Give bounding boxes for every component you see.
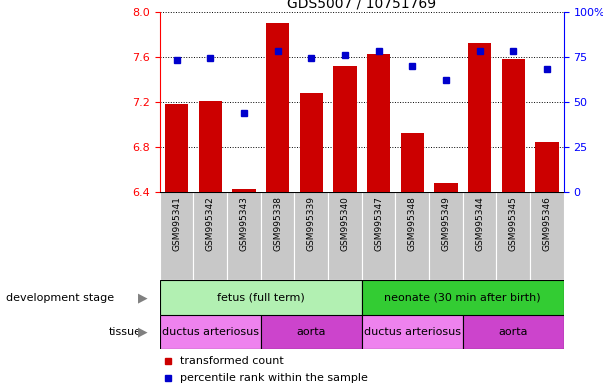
Text: transformed count: transformed count: [180, 356, 284, 366]
Text: GSM995338: GSM995338: [273, 197, 282, 252]
Bar: [463, 315, 564, 349]
Bar: [367, 55, 390, 192]
Text: ▶: ▶: [138, 326, 148, 339]
Text: development stage: development stage: [6, 293, 114, 303]
Bar: [160, 280, 362, 315]
Text: GSM995346: GSM995346: [543, 197, 552, 251]
Text: GSM995345: GSM995345: [509, 197, 518, 251]
Text: GSM995348: GSM995348: [408, 197, 417, 251]
Bar: [294, 192, 328, 280]
Bar: [535, 142, 559, 192]
Bar: [266, 23, 289, 192]
Text: aorta: aorta: [499, 327, 528, 337]
Text: ▶: ▶: [138, 291, 148, 304]
Bar: [261, 315, 362, 349]
Bar: [333, 66, 357, 192]
Text: GSM995341: GSM995341: [172, 197, 181, 251]
Bar: [165, 104, 188, 192]
Bar: [362, 280, 564, 315]
Bar: [362, 192, 396, 280]
Bar: [227, 192, 261, 280]
Bar: [502, 59, 525, 192]
Text: GSM995340: GSM995340: [341, 197, 350, 251]
Text: GSM995339: GSM995339: [307, 197, 316, 252]
Bar: [198, 101, 222, 192]
Bar: [261, 192, 294, 280]
Bar: [232, 189, 256, 192]
Text: GSM995344: GSM995344: [475, 197, 484, 251]
Bar: [400, 133, 424, 192]
Text: ductus arteriosus: ductus arteriosus: [162, 327, 259, 337]
Bar: [463, 192, 496, 280]
Bar: [468, 43, 491, 192]
Text: GSM995347: GSM995347: [374, 197, 383, 251]
Bar: [429, 192, 463, 280]
Bar: [194, 192, 227, 280]
Bar: [160, 192, 194, 280]
Text: neonate (30 min after birth): neonate (30 min after birth): [385, 293, 541, 303]
Text: GSM995342: GSM995342: [206, 197, 215, 251]
Bar: [434, 183, 458, 192]
Text: aorta: aorta: [297, 327, 326, 337]
Text: ductus arteriosus: ductus arteriosus: [364, 327, 461, 337]
Bar: [530, 192, 564, 280]
Text: percentile rank within the sample: percentile rank within the sample: [180, 373, 368, 383]
Text: GSM995349: GSM995349: [441, 197, 450, 251]
Text: fetus (full term): fetus (full term): [217, 293, 305, 303]
Bar: [300, 93, 323, 192]
Bar: [160, 315, 261, 349]
Bar: [396, 192, 429, 280]
Text: tissue: tissue: [109, 327, 142, 337]
Bar: [328, 192, 362, 280]
Title: GDS5007 / 10751769: GDS5007 / 10751769: [287, 0, 437, 10]
Bar: [362, 315, 463, 349]
Bar: [496, 192, 530, 280]
Text: GSM995343: GSM995343: [239, 197, 248, 251]
